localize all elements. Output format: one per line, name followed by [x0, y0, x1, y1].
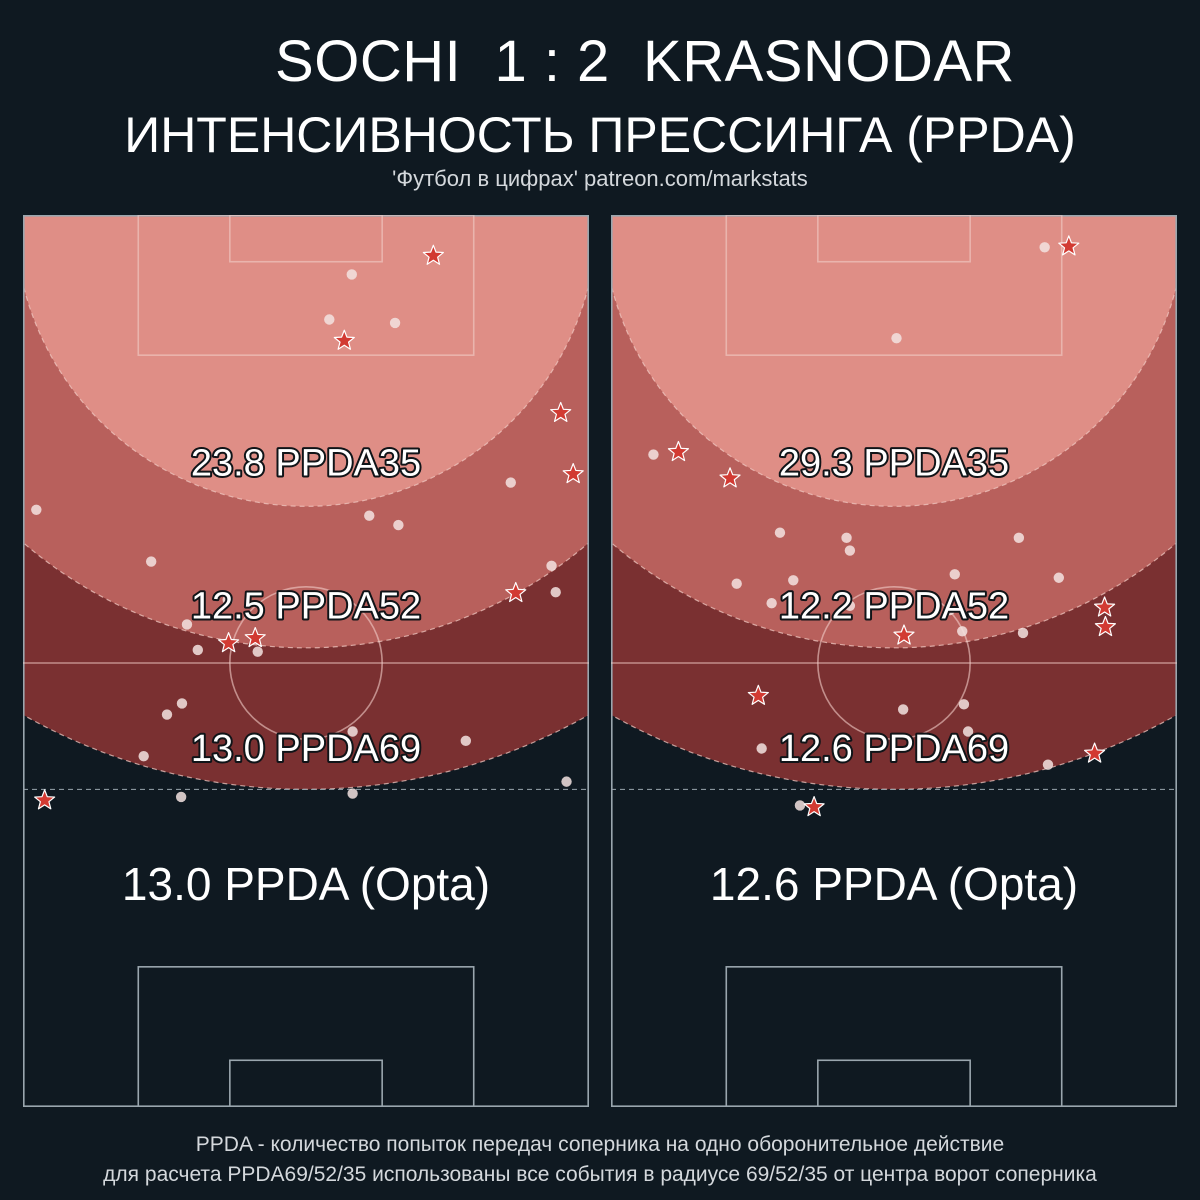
defensive-action-dot-krasnodar-20 [1042, 759, 1054, 770]
defensive-action-star-krasnodar-0 [1058, 235, 1080, 256]
defensive-action-star-sochi-4 [505, 581, 527, 603]
defensive-action-dot-sochi-8 [546, 560, 557, 572]
defensive-action-dot-sochi-1 [324, 314, 335, 325]
defensive-action-dot-krasnodar-17 [958, 699, 970, 710]
defensive-action-star-krasnodar-5 [1094, 615, 1116, 637]
six-yard-box-top-sochi [229, 215, 383, 263]
defensive-action-star-sochi-5 [218, 632, 240, 653]
ppda35-label-sochi: 23.8 PPDA35 [191, 443, 421, 485]
match-title: SOCHI 1 : 2 KRASNODAR [275, 29, 1015, 94]
defensive-action-star-krasnodar-6 [747, 684, 769, 705]
defensive-action-dot-krasnodar-5 [1013, 532, 1025, 544]
defensive-action-dot-sochi-21 [347, 788, 358, 799]
defensive-action-dot-krasnodar-0 [1039, 242, 1050, 253]
footnote-line-2: для расчета PPDA69/52/35 использованы вс… [103, 1163, 1097, 1186]
defensive-action-dot-sochi-4 [31, 504, 42, 515]
defensive-action-dot-krasnodar-4 [841, 532, 852, 544]
defensive-action-dot-sochi-12 [192, 644, 203, 656]
penalty-box-top-krasnodar [725, 215, 1063, 356]
defensive-action-star-sochi-0 [422, 244, 444, 265]
opta-ppda-label-krasnodar: 12.6 PPDA (Opta) [710, 858, 1078, 910]
ppda69-label-sochi: 13.0 PPDA69 [191, 728, 421, 770]
ppda52-label-sochi: 12.5 PPDA52 [191, 585, 421, 627]
defensive-action-dot-krasnodar-3 [774, 527, 786, 538]
defensive-action-dot-krasnodar-13 [944, 604, 955, 616]
defensive-action-star-sochi-3 [562, 463, 584, 484]
defensive-action-dot-krasnodar-18 [962, 726, 974, 737]
defensive-action-dot-sochi-20 [175, 791, 187, 803]
ppda69-label-krasnodar: 12.6 PPDA69 [779, 728, 1009, 770]
footnote: PPDA - количество попыток передач соперн… [0, 1130, 1200, 1190]
defensive-action-dot-sochi-2 [389, 317, 401, 329]
defensive-action-star-sochi-6 [244, 626, 266, 648]
zone-ppda35-krasnodar [611, 215, 1177, 507]
source-credit: 'Футбол в цифрах' patreon.com/markstats [392, 166, 808, 191]
defensive-action-star-krasnodar-2 [719, 467, 741, 488]
defensive-action-dot-krasnodar-21 [794, 800, 806, 811]
defensive-action-dot-krasnodar-7 [949, 569, 960, 580]
chart-subtitle: ИНТЕНСИВНОСТЬ ПРЕССИНГА (PPDA) [124, 107, 1076, 163]
defensive-action-dot-sochi-10 [222, 594, 233, 606]
defensive-action-dot-sochi-14 [176, 698, 188, 709]
defensive-action-dot-krasnodar-12 [844, 600, 856, 611]
ppda35-label-krasnodar: 29.3 PPDA35 [779, 443, 1009, 485]
defensive-action-star-sochi-1 [333, 329, 355, 350]
defensive-action-star-sochi-7 [34, 789, 56, 810]
defensive-action-dot-sochi-7 [145, 556, 157, 567]
defensive-action-dot-krasnodar-2 [648, 449, 659, 460]
defensive-action-star-sochi-2 [550, 401, 572, 423]
defensive-action-star-krasnodar-8 [803, 796, 825, 817]
defensive-action-dot-krasnodar-1 [891, 332, 902, 344]
defensive-action-dot-sochi-0 [346, 269, 357, 280]
defensive-action-dot-krasnodar-11 [766, 598, 777, 609]
defensive-action-dot-krasnodar-8 [1053, 572, 1065, 583]
defensive-action-star-krasnodar-4 [1094, 596, 1116, 617]
centre-circle-krasnodar [817, 586, 971, 740]
zone-ppda35-sochi [23, 215, 589, 507]
penalty-box-top-sochi [137, 215, 475, 356]
defensive-action-dot-sochi-16 [347, 726, 358, 737]
pitch-krasnodar: 29.3 PPDA35 12.2 PPDA52 12.6 PPDA69 12.6 PP… [611, 215, 1177, 1107]
defensive-action-dot-krasnodar-15 [1017, 627, 1029, 639]
centre-circle-sochi [229, 586, 383, 740]
defensive-action-dot-sochi-9 [550, 586, 561, 598]
defensive-action-dot-sochi-13 [252, 646, 263, 657]
defensive-action-dot-sochi-6 [393, 519, 404, 531]
pitch-sochi: 23.8 PPDA35 12.5 PPDA52 13.0 PPDA69 13.0 PP… [23, 215, 589, 1107]
defensive-action-dot-sochi-17 [460, 735, 472, 747]
defensive-action-star-krasnodar-1 [667, 440, 690, 462]
defensive-action-dot-sochi-15 [161, 709, 173, 720]
ppda52-label-krasnodar: 12.2 PPDA52 [779, 585, 1009, 627]
defensive-action-star-krasnodar-7 [1084, 742, 1106, 763]
defensive-action-dot-sochi-5 [364, 510, 375, 521]
defensive-action-dot-krasnodar-6 [844, 545, 856, 556]
defensive-action-dot-sochi-18 [138, 750, 149, 762]
defensive-action-dot-krasnodar-19 [756, 743, 767, 754]
defensive-action-dot-krasnodar-9 [731, 578, 742, 589]
defensive-action-dot-sochi-11 [181, 619, 193, 630]
defensive-action-star-krasnodar-3 [893, 624, 915, 645]
defensive-action-dot-sochi-19 [561, 776, 572, 787]
defensive-action-dot-krasnodar-14 [957, 626, 968, 637]
defensive-action-dot-sochi-3 [505, 477, 516, 488]
opta-ppda-label-sochi: 13.0 PPDA (Opta) [122, 858, 490, 910]
defensive-action-dot-krasnodar-10 [788, 575, 799, 586]
defensive-action-dot-krasnodar-16 [897, 704, 909, 715]
footnote-line-1: PPDA - количество попыток передач соперн… [195, 1133, 1005, 1156]
six-yard-box-top-krasnodar [817, 215, 971, 263]
